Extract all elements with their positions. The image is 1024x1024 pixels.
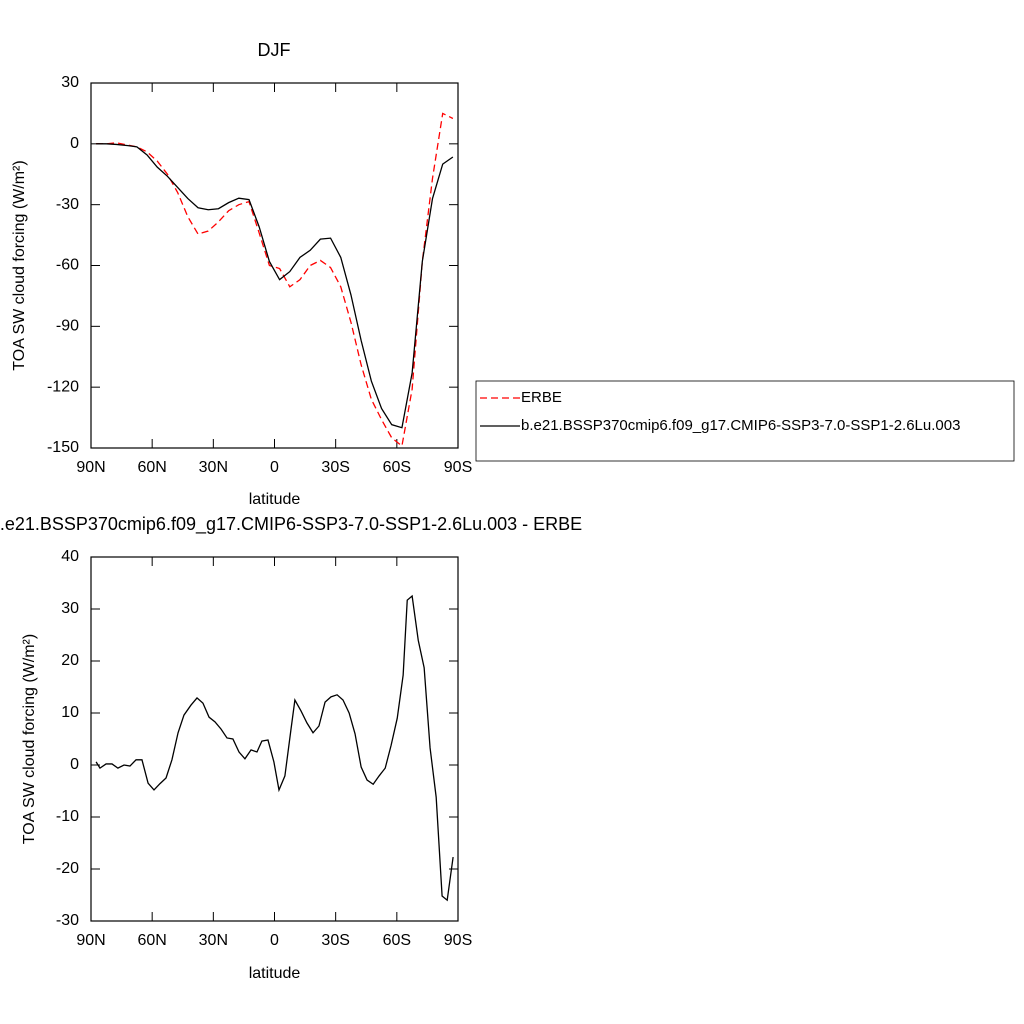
x-tick-label: 30S bbox=[321, 459, 349, 476]
series-line bbox=[96, 112, 454, 448]
series-line bbox=[95, 594, 454, 902]
x-tick-label: 60N bbox=[137, 459, 166, 476]
y-tick-label: -120 bbox=[47, 378, 79, 395]
y-tick-label: 40 bbox=[61, 548, 79, 565]
y-tick-label: -20 bbox=[56, 860, 79, 877]
x-tick-label: 60N bbox=[137, 932, 166, 949]
x-tick-label: 30N bbox=[199, 932, 228, 949]
x-tick-label: 90S bbox=[444, 459, 472, 476]
y-tick-label: -90 bbox=[56, 318, 79, 335]
y-tick-label: -10 bbox=[56, 808, 79, 825]
y-tick-label: -30 bbox=[56, 196, 79, 213]
y-tick-label: 30 bbox=[61, 74, 79, 91]
x-tick-label: 0 bbox=[270, 932, 279, 949]
y-tick-label: -30 bbox=[56, 912, 79, 929]
legend-label: b.e21.BSSP370cmip6.f09_g17.CMIP6-SSP3-7.… bbox=[521, 417, 960, 434]
y-tick-label: -60 bbox=[56, 257, 79, 274]
x-tick-label: 60S bbox=[383, 932, 411, 949]
y-axis-label: TOA SW cloud forcing (W/m²) bbox=[11, 160, 28, 370]
y-tick-label: 10 bbox=[61, 704, 79, 721]
plot-frame bbox=[90, 556, 459, 922]
x-tick-label: 60S bbox=[383, 459, 411, 476]
chart-title: b.e21.BSSP370cmip6.f09_g17.CMIP6-SSP3-7.… bbox=[0, 514, 582, 535]
x-tick-label: 30N bbox=[199, 459, 228, 476]
x-tick-label: 90N bbox=[76, 459, 105, 476]
x-tick-label: 30S bbox=[321, 932, 349, 949]
x-axis-label: latitude bbox=[249, 965, 301, 982]
plot-frame bbox=[90, 82, 459, 449]
legend-label: ERBE bbox=[521, 389, 562, 406]
chart-title: DJF bbox=[258, 40, 291, 60]
x-axis-label: latitude bbox=[249, 491, 301, 508]
x-tick-label: 0 bbox=[270, 459, 279, 476]
x-tick-label: 90N bbox=[76, 932, 105, 949]
y-tick-label: 0 bbox=[70, 756, 79, 773]
legend-box bbox=[475, 380, 1015, 462]
y-tick-label: 0 bbox=[70, 135, 79, 152]
y-tick-label: 20 bbox=[61, 652, 79, 669]
x-tick-label: 90S bbox=[444, 932, 472, 949]
y-axis-label: TOA SW cloud forcing (W/m²) bbox=[21, 634, 38, 844]
series-line bbox=[96, 143, 454, 429]
y-tick-label: 30 bbox=[61, 600, 79, 617]
y-tick-label: -150 bbox=[47, 439, 79, 456]
